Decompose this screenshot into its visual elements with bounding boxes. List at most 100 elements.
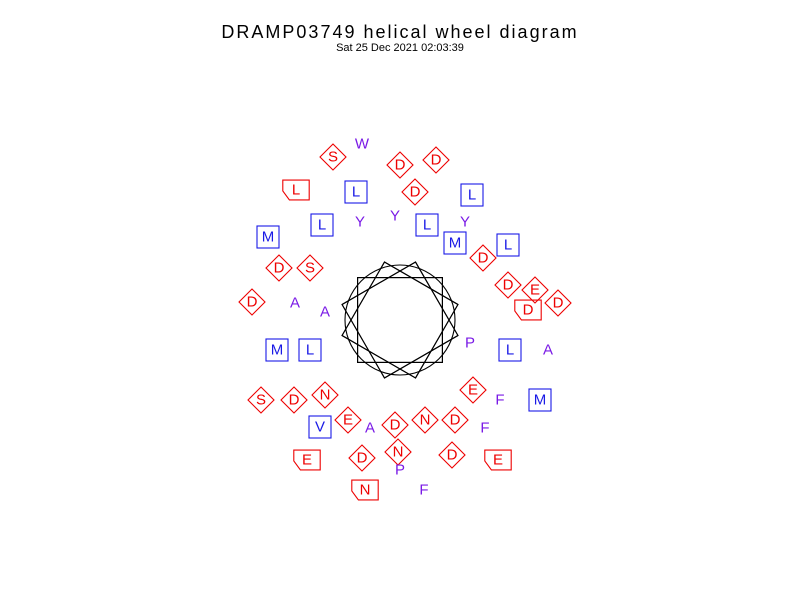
svg-text:A: A <box>320 304 330 321</box>
svg-text:S: S <box>305 260 315 277</box>
residue-21: D <box>239 289 265 315</box>
svg-text:A: A <box>543 342 553 359</box>
svg-text:D: D <box>431 152 442 169</box>
residue-31: S <box>248 387 274 413</box>
residue-18: S <box>297 255 323 281</box>
svg-text:L: L <box>506 342 514 359</box>
svg-text:L: L <box>423 217 431 234</box>
svg-text:D: D <box>447 447 458 464</box>
residue-7: L <box>461 184 483 206</box>
svg-text:D: D <box>523 302 534 319</box>
svg-text:Y: Y <box>390 208 400 225</box>
svg-text:M: M <box>534 392 547 409</box>
residue-32: D <box>281 387 307 413</box>
svg-text:E: E <box>343 412 353 429</box>
residue-38: E <box>335 407 361 433</box>
residue-5: L <box>345 181 367 203</box>
svg-text:E: E <box>468 382 478 399</box>
residue-9: Y <box>355 214 365 231</box>
residue-19: D <box>495 272 521 298</box>
residue-3: D <box>423 147 449 173</box>
residue-2: D <box>387 152 413 178</box>
residue-51: F <box>419 482 428 499</box>
helical-wheel-diagram: WSDDLLDLLYYLYMMDLDSDEDAADDMLPLASDNEFMVEA… <box>0 0 800 600</box>
svg-text:D: D <box>410 184 421 201</box>
residue-11: L <box>416 214 438 236</box>
svg-text:E: E <box>302 452 312 469</box>
residue-13: M <box>257 226 279 248</box>
residue-44: E <box>294 450 320 470</box>
svg-text:D: D <box>289 392 300 409</box>
svg-text:N: N <box>320 387 331 404</box>
svg-text:A: A <box>290 295 300 312</box>
residue-22: A <box>290 295 300 312</box>
residue-17: D <box>266 255 292 281</box>
residue-27: L <box>299 339 321 361</box>
residue-4: L <box>283 180 309 200</box>
residue-8: L <box>311 214 333 236</box>
svg-text:D: D <box>478 250 489 267</box>
svg-text:M: M <box>271 342 284 359</box>
svg-text:A: A <box>365 420 375 437</box>
svg-text:S: S <box>328 149 338 166</box>
residue-20: E <box>522 277 548 303</box>
residue-14: M <box>444 232 466 254</box>
residue-0: W <box>355 136 370 153</box>
residue-47: P <box>395 462 405 479</box>
svg-text:L: L <box>352 184 360 201</box>
svg-text:W: W <box>355 136 370 153</box>
svg-text:M: M <box>449 235 462 252</box>
residue-15: D <box>470 245 496 271</box>
residue-48: D <box>439 442 465 468</box>
svg-text:E: E <box>493 452 503 469</box>
residue-42: D <box>442 407 468 433</box>
svg-text:L: L <box>504 237 512 254</box>
svg-text:Y: Y <box>460 214 470 231</box>
residue-36: M <box>529 389 551 411</box>
svg-text:D: D <box>450 412 461 429</box>
svg-text:F: F <box>480 420 489 437</box>
svg-text:D: D <box>395 157 406 174</box>
svg-text:S: S <box>256 392 266 409</box>
svg-text:P: P <box>465 335 475 352</box>
residue-50: N <box>352 480 378 500</box>
residue-28: P <box>465 335 475 352</box>
residue-24: D <box>515 300 541 320</box>
residue-37: V <box>309 416 331 438</box>
svg-text:D: D <box>274 260 285 277</box>
svg-text:F: F <box>495 392 504 409</box>
residue-49: E <box>485 450 511 470</box>
residue-30: A <box>543 342 553 359</box>
svg-text:N: N <box>393 444 404 461</box>
svg-text:D: D <box>390 417 401 434</box>
residue-41: N <box>412 407 438 433</box>
svg-text:V: V <box>315 419 325 436</box>
svg-text:E: E <box>530 282 540 299</box>
residue-40: D <box>382 412 408 438</box>
residue-1: S <box>320 144 346 170</box>
svg-text:D: D <box>357 450 368 467</box>
svg-text:P: P <box>395 462 405 479</box>
svg-text:L: L <box>318 217 326 234</box>
svg-text:M: M <box>262 229 275 246</box>
residue-29: L <box>499 339 521 361</box>
svg-text:Y: Y <box>355 214 365 231</box>
residue-6: D <box>402 179 428 205</box>
residue-34: E <box>460 377 486 403</box>
residue-33: N <box>312 382 338 408</box>
residue-25: D <box>545 290 571 316</box>
svg-text:D: D <box>553 295 564 312</box>
residue-12: Y <box>460 214 470 231</box>
svg-text:D: D <box>247 294 258 311</box>
residue-16: L <box>497 234 519 256</box>
residue-10: Y <box>390 208 400 225</box>
svg-text:L: L <box>468 187 476 204</box>
residue-23: A <box>320 304 330 321</box>
svg-text:L: L <box>292 182 300 199</box>
svg-text:N: N <box>420 412 431 429</box>
svg-text:L: L <box>306 342 314 359</box>
svg-text:N: N <box>360 482 371 499</box>
residue-43: F <box>480 420 489 437</box>
svg-text:F: F <box>419 482 428 499</box>
residue-26: M <box>266 339 288 361</box>
